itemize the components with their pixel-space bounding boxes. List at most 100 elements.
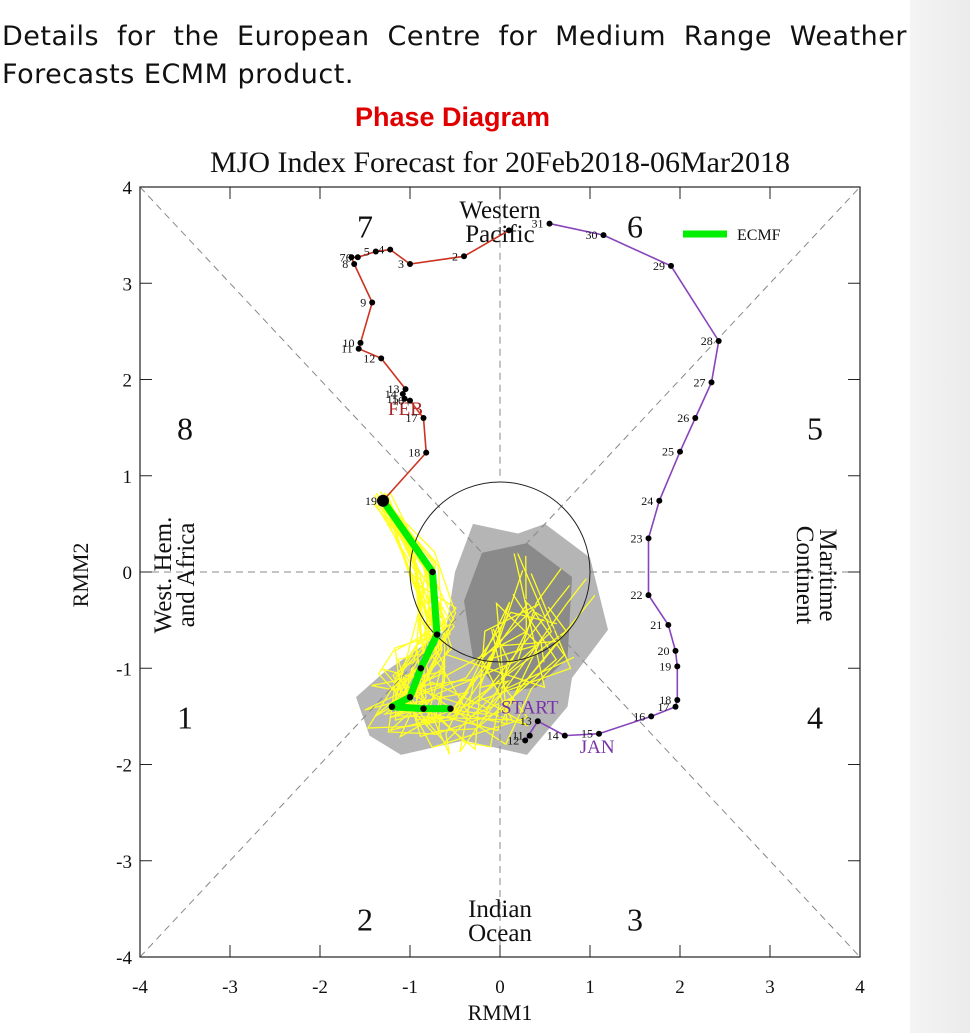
jan-point	[677, 448, 683, 455]
phase-number-7: 7	[357, 209, 373, 245]
feb-point	[378, 355, 385, 362]
day-label: 2	[452, 249, 458, 263]
day-label: 9	[360, 296, 366, 310]
legend: ECMF	[683, 227, 781, 244]
region-label-top: Pacific	[465, 221, 534, 248]
ecmf-point	[417, 665, 424, 672]
jan-point	[715, 338, 722, 344]
phase-number-4: 4	[807, 699, 823, 735]
jan-point	[522, 737, 529, 744]
day-label: 13	[388, 382, 400, 396]
jan-point	[656, 497, 663, 504]
day-label: 11	[512, 729, 524, 743]
day-label: 15	[581, 727, 593, 741]
day-label: 21	[650, 618, 662, 632]
feb-point	[348, 254, 355, 261]
day-label: 8	[342, 257, 348, 271]
feb-point	[355, 345, 362, 352]
y-tick-label: 1	[123, 467, 133, 488]
feb-point	[387, 246, 394, 253]
jan-point	[665, 621, 672, 628]
day-label: 12	[507, 733, 519, 747]
feb-point	[354, 254, 361, 261]
ecmf-forecast-line	[380, 498, 451, 713]
x-tick-label: 3	[765, 977, 775, 998]
day-label: 12	[363, 351, 375, 365]
y-tick-label: -4	[116, 948, 132, 969]
day-label: 13	[520, 714, 532, 728]
ecmf-point	[429, 568, 436, 576]
region-label-left: and Africa	[173, 523, 200, 628]
x-tick-label: 0	[495, 977, 505, 998]
feb-point	[420, 415, 427, 421]
jan-point	[561, 732, 568, 739]
x-tick-label: -2	[312, 977, 328, 998]
day-label: 10	[343, 336, 355, 350]
day-label: 28	[701, 334, 713, 348]
ecmf-point	[388, 703, 396, 710]
jan-point	[534, 718, 541, 725]
x-axis-label: RMM1	[468, 1000, 533, 1025]
day-label: 27	[694, 375, 706, 389]
ecmf-point	[433, 631, 441, 638]
jan-point	[668, 262, 674, 269]
ensemble-spread	[356, 491, 608, 755]
ensemble-member-line	[384, 502, 529, 749]
phase-divider-line	[139, 186, 861, 958]
day-label: 17	[658, 700, 670, 714]
month-label-feb: FEB	[388, 399, 423, 420]
feb-series-line	[350, 229, 510, 502]
phase-number-3: 3	[627, 902, 643, 938]
intro-paragraph: Details for the European Centre for Medi…	[2, 21, 907, 90]
day-label: 14	[385, 387, 397, 401]
jan-point	[692, 415, 699, 421]
day-label: 19	[365, 494, 377, 508]
day-label: 29	[653, 259, 665, 273]
day-label: 15	[387, 392, 399, 406]
section-title: Phase Diagram	[354, 102, 551, 132]
ecmf-point	[377, 494, 389, 507]
region-label-bottom: Indian	[468, 896, 532, 923]
day-label: 16	[392, 394, 404, 408]
day-label: 19	[659, 659, 671, 673]
feb-point	[407, 397, 413, 404]
region-label-left: West. Hem.	[150, 517, 177, 634]
feb-point	[402, 386, 409, 393]
feb-point	[407, 261, 413, 267]
day-label: 22	[631, 588, 643, 602]
day-label: 23	[631, 531, 643, 545]
region-label-bottom: Ocean	[468, 920, 532, 947]
day-label: 14	[547, 729, 559, 743]
jan-point	[645, 592, 652, 599]
ecmf-point	[420, 705, 427, 712]
jan-point	[648, 713, 655, 720]
jan-point	[645, 535, 652, 542]
jan-point	[672, 647, 679, 654]
x-tick-label: 1	[585, 977, 595, 998]
feb-point	[399, 390, 406, 397]
ensemble-member-line	[378, 495, 553, 739]
phase-number-1: 1	[177, 699, 193, 735]
chart-title: MJO Index Forecast for 20Feb2018-06Mar20…	[210, 146, 790, 179]
ensemble-member-line	[366, 505, 524, 729]
x-tick-label: -4	[132, 977, 148, 998]
feb-point	[357, 339, 364, 346]
month-label-jan: JAN	[580, 737, 615, 758]
y-tick-label: 3	[123, 274, 133, 295]
day-label: 4	[378, 243, 384, 257]
y-tick-label: 0	[123, 563, 133, 584]
jan-point	[596, 730, 602, 737]
jan-point	[674, 663, 681, 670]
day-label: 31	[532, 217, 544, 231]
phase-number-6: 6	[627, 209, 643, 245]
feb-point	[506, 227, 512, 234]
region-label-top: Western	[459, 197, 541, 224]
region-label-right: Maritime	[814, 528, 841, 621]
day-label: 11	[341, 342, 353, 356]
ensemble-member-line	[387, 496, 539, 721]
page-gutter	[910, 0, 970, 1033]
y-tick-label: -2	[116, 756, 132, 777]
day-label: 18	[408, 446, 420, 460]
